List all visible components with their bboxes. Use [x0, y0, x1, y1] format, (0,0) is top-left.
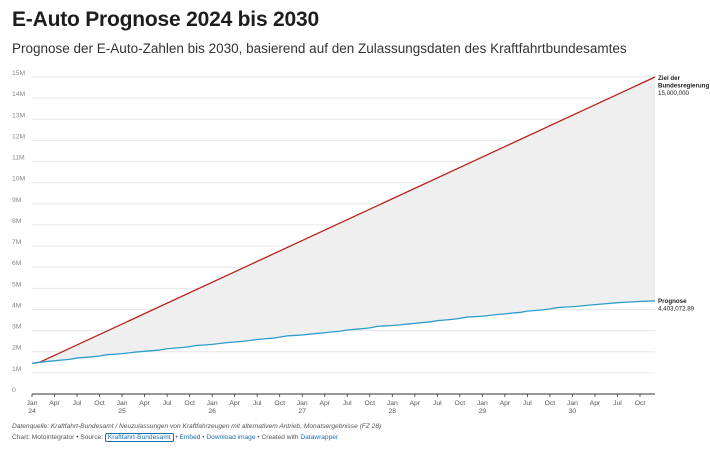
y-tick-label: 15M	[12, 70, 26, 77]
created-with-text: Created with	[261, 434, 301, 441]
y-tick-label: 14M	[12, 91, 26, 98]
series-lines	[31, 76, 656, 365]
x-tick-label: Apr	[590, 400, 601, 407]
x-tick-label: Jan	[207, 400, 218, 407]
x-tick-label: Jul	[613, 400, 622, 407]
x-tick-year-label: 27	[298, 408, 306, 415]
x-tick-label: Apr	[49, 400, 60, 407]
gap-area-fill	[32, 77, 655, 364]
x-tick-label: Jan	[387, 400, 398, 407]
x-tick-label: Apr	[139, 400, 150, 407]
x-tick-label: Oct	[94, 400, 105, 407]
x-tick-label: Oct	[455, 400, 466, 407]
y-tick-label: 3M	[12, 324, 22, 331]
chart-credit: Chart: Motointegrator	[12, 434, 75, 441]
x-tick-year-label: 30	[569, 408, 577, 415]
x-tick-year-label: 26	[208, 408, 216, 415]
x-tick-label: Oct	[274, 400, 285, 407]
x-tick-label: Oct	[184, 400, 195, 407]
x-tick-label: Jul	[73, 400, 82, 407]
y-tick-label: 13M	[12, 112, 26, 119]
x-tick-label: Oct	[545, 400, 556, 407]
x-tick-label: Jan	[297, 400, 308, 407]
x-tick-year-label: 25	[118, 408, 126, 415]
y-tick-label: 11M	[12, 155, 25, 162]
series-end-label: Bundesregierung	[658, 83, 709, 90]
x-tick-label: Jul	[343, 400, 352, 407]
x-tick-year-label: 28	[389, 408, 397, 415]
separator: •	[173, 434, 180, 441]
y-tick-label: 12M	[12, 133, 26, 140]
x-tick-label: Oct	[364, 400, 375, 407]
x-tick-label: Jul	[433, 400, 442, 407]
y-tick-label: 10M	[12, 176, 26, 183]
y-tick-label: 8M	[12, 218, 22, 225]
y-tick-label: 9M	[12, 197, 22, 204]
embed-link[interactable]: Embed	[179, 434, 201, 441]
y-tick-label: 4M	[12, 302, 22, 309]
series-end-value-label: 4,403,072.89	[658, 305, 695, 312]
gap-area	[32, 77, 655, 364]
source-prefix: Source:	[80, 434, 105, 441]
data-source-note: Datenquelle: Kraftfahrt-Bundesamt / Neuz…	[12, 423, 382, 430]
y-axis-labels: 0 1M 2M 3M 4M 5M 6M 7M 8M 9M 10M 11M 12M 13M 14M 15M	[12, 70, 26, 394]
chart-subtitle: Prognose der E-Auto-Zahlen bis 2030, bas…	[12, 41, 627, 56]
chart-canvas: 0 1M 2M 3M 4M 5M 6M 7M 8M 9M 10M 11M 12M 13M 14M 15M Ja…	[12, 70, 709, 415]
x-tick-label: Apr	[319, 400, 330, 407]
x-tick-label: Jan	[117, 400, 128, 407]
credit-line: Chart: Motointegrator • Source: Kraftfah…	[12, 433, 339, 442]
series-end-value-label: 15,000,000	[658, 90, 690, 97]
x-tick-label: Apr	[229, 400, 240, 407]
separator: •	[255, 434, 262, 441]
y-tick-label: 2M	[12, 345, 22, 352]
separator: •	[74, 434, 81, 441]
x-tick-label: Apr	[410, 400, 421, 407]
x-tick-year-label: 24	[28, 408, 36, 415]
series-end-label: Prognose	[658, 298, 687, 305]
x-tick-label: Apr	[500, 400, 511, 407]
x-tick-label: Jan	[567, 400, 578, 407]
chart-title: E-Auto Prognose 2024 bis 2030	[12, 8, 319, 31]
series-end-label: Ziel der	[658, 75, 681, 82]
x-tick-label: Jul	[253, 400, 262, 407]
x-tick-year-label: 29	[479, 408, 487, 415]
x-tick-label: Jan	[27, 400, 38, 407]
separator: •	[200, 434, 207, 441]
x-tick-label: Oct	[635, 400, 646, 407]
y-tick-label: 6M	[12, 260, 22, 267]
y-tick-label: 7M	[12, 239, 22, 246]
forecast-line	[31, 300, 656, 365]
datawrapper-link[interactable]: Datawrapper	[300, 434, 339, 441]
y-tick-label: 5M	[12, 281, 22, 288]
x-tick-label: Jul	[163, 400, 172, 407]
source-link[interactable]: Kraftfahrt-Bundesamt	[104, 433, 174, 442]
x-tick-label: Jan	[477, 400, 488, 407]
x-tick-label: Jul	[523, 400, 532, 407]
y-tick-label: 0	[12, 387, 16, 394]
download-image-link[interactable]: Download image	[206, 434, 256, 441]
y-tick-label: 1M	[12, 366, 22, 373]
